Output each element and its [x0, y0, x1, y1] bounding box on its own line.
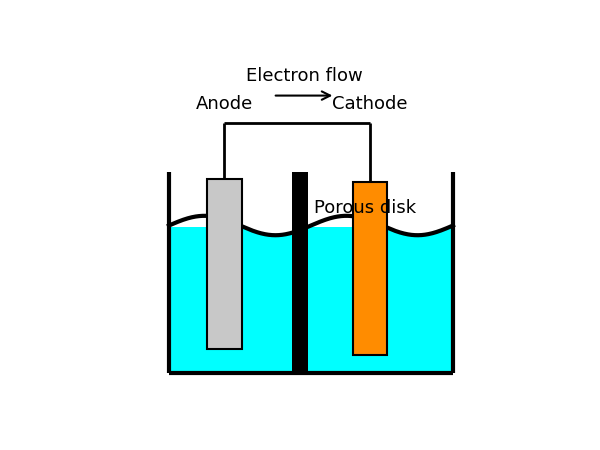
- Text: Cathode: Cathode: [332, 95, 407, 113]
- Bar: [353, 182, 387, 356]
- Text: Porous disk: Porous disk: [314, 199, 416, 217]
- Bar: [207, 179, 242, 348]
- Bar: [292, 172, 308, 373]
- Text: Anode: Anode: [196, 95, 253, 113]
- Bar: [169, 227, 453, 373]
- Text: Electron flow: Electron flow: [245, 67, 362, 85]
